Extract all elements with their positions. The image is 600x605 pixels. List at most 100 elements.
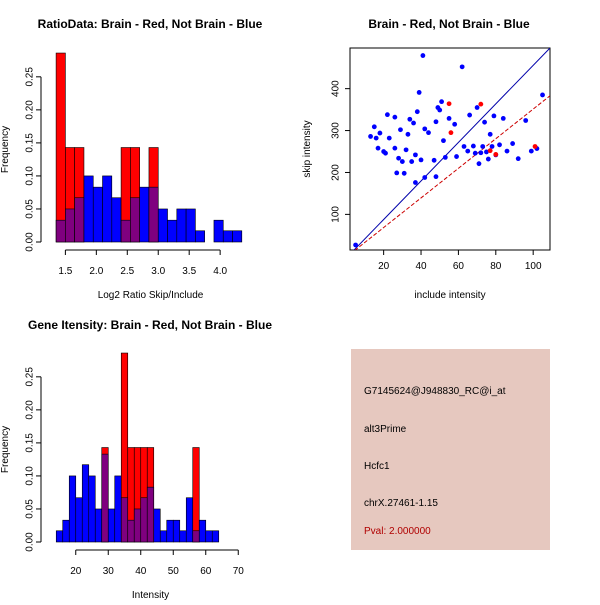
ratio-hist-xtick-label: 1.5 [58, 266, 72, 277]
intensity-scatter-notbrain-point [394, 170, 400, 176]
intensity-scatter-brain-point [487, 148, 493, 154]
ratio-hist-notbrain-bar [222, 230, 233, 243]
ratio-hist-title: RatioData: Brain - Red, Not Brain - Blue [38, 17, 263, 31]
intensity-scatter-plot-box [349, 47, 551, 251]
ratio-hist-xtick-label: 4.0 [213, 266, 227, 277]
ratio-hist-ytick-label: 0.15 [25, 133, 36, 153]
ratio-hist-ylabel: Frequency [0, 126, 11, 173]
intensity-scatter-notbrain-point [353, 242, 359, 248]
gene-hist-notbrain-bar [211, 530, 220, 543]
intensity-scatter-reference-line [354, 95, 550, 250]
intensity-scatter-notbrain-point [523, 118, 529, 123]
intensity-scatter-notbrain-point [411, 120, 416, 126]
ratio-hist-notbrain-bar [176, 208, 187, 243]
intensity-scatter-xtick-label: 60 [453, 261, 465, 272]
ratio-hist-overlap-bar [74, 197, 85, 243]
gene-hist-notbrain-bar [179, 530, 187, 543]
gene-hist-notbrain-bar [166, 519, 174, 543]
ratio-hist-notbrain-bar [92, 186, 103, 243]
intensity-scatter-notbrain-point [392, 114, 398, 120]
gene-hist-xtick-label: 30 [103, 566, 115, 577]
ratio-hist-overlap-bar [130, 197, 140, 243]
intensity-scatter-notbrain-point [373, 135, 379, 141]
intensity-scatter-notbrain-point [396, 155, 401, 161]
ratio-hist-ytick-label: 0.00 [25, 232, 36, 252]
intensity-scatter-notbrain-point [500, 116, 506, 121]
intensity-scatter-notbrain-point [452, 121, 458, 127]
gene-hist-brain-bar [192, 447, 200, 543]
gene-hist-ytick-label: 0.15 [25, 433, 36, 453]
ratio-hist-overlap-bar [55, 219, 66, 243]
ratio-hist-notbrain-bar [157, 208, 168, 243]
intensity-scatter-xtick-label: 20 [378, 261, 390, 272]
intensity-scatter-ytick-label: 100 [331, 206, 342, 223]
intensity-scatter-xlabel: include intensity [414, 290, 485, 301]
gene-hist-overlap-bar [127, 519, 135, 543]
intensity-scatter-brain-point [446, 101, 452, 107]
intensity-scatter-notbrain-point [407, 116, 413, 122]
ratio-hist-overlap-bar [65, 208, 75, 243]
intensity-scatter-notbrain-point [384, 112, 390, 118]
ratio-hist-ytick-label: 0.05 [25, 199, 36, 219]
gene-hist-notbrain-bar [81, 464, 90, 543]
intensity-scatter-notbrain-point [431, 157, 437, 163]
gene-hist-notbrain-bar [205, 530, 213, 543]
intensity-scatter-notbrain-point [487, 131, 493, 137]
ratio-hist-notbrain-bar [167, 219, 178, 243]
intensity-scatter-notbrain-point [375, 145, 381, 151]
intensity-scatter-notbrain-point [441, 138, 446, 144]
intensity-scatter-notbrain-point [504, 148, 510, 154]
ratio-hist-xtick-label: 3.5 [182, 266, 196, 277]
gene-hist-ytick-label: 0.20 [25, 400, 36, 420]
gene-hist-xlabel: Intensity [132, 590, 169, 600]
intensity-scatter-notbrain-point [461, 144, 467, 149]
gene-hist-notbrain-bar [94, 508, 103, 543]
intensity-scatter-brain-point [532, 144, 538, 149]
intensity-scatter-notbrain-point [491, 113, 497, 119]
gene-hist-ytick-label: 0.25 [25, 367, 36, 387]
intensity-scatter-xtick-label: 40 [415, 261, 427, 272]
intensity-scatter-notbrain-point [399, 159, 405, 164]
intensity-scatter-notbrain-point [418, 157, 424, 163]
ratio-hist-notbrain-bar [232, 230, 243, 243]
ratio-hist-overlap-bar [120, 219, 131, 243]
intensity-scatter-notbrain-point [454, 154, 459, 159]
ratio-hist-xtick-label: 2.5 [120, 266, 134, 277]
gene-hist-notbrain-bar [68, 475, 77, 543]
gene-hist-ylabel: Frequency [0, 426, 11, 473]
intensity-scatter-notbrain-point [416, 90, 422, 95]
intensity-scatter-brain-point [448, 130, 454, 136]
ratio-hist-brain-bar [55, 52, 66, 243]
intensity-scatter-notbrain-point [392, 145, 398, 151]
gene-hist-overlap-bar [192, 530, 200, 543]
intensity-scatter-notbrain-point [398, 127, 403, 133]
gene-hist-notbrain-bar [75, 497, 83, 543]
intensity-scatter-notbrain-point [422, 126, 428, 132]
ratio-hist-notbrain-bar [139, 186, 150, 243]
intensity-scatter-ytick-label: 200 [331, 164, 342, 181]
ratio-hist-notbrain-bar [111, 197, 122, 243]
intensity-scatter-notbrain-point [403, 147, 409, 153]
intensity-scatter-notbrain-point [476, 161, 482, 167]
gene-name-text: Hcfc1 [364, 461, 390, 472]
ratio-hist-xlabel: Log2 Ratio Skip/Include [98, 290, 204, 301]
ratio-hist-xtick-label: 3.0 [151, 266, 165, 277]
gene-hist-overlap-bar [133, 508, 142, 543]
gene-hist-xtick-label: 50 [168, 566, 180, 577]
gene-hist-xtick-label: 20 [70, 566, 82, 577]
intensity-scatter-notbrain-point [422, 175, 428, 180]
intensity-scatter-brain-point [493, 152, 499, 157]
ratio-hist-notbrain-bar [185, 208, 196, 243]
intensity-scatter-notbrain-point [465, 148, 471, 154]
intensity-scatter-notbrain-point [528, 148, 534, 154]
gene-hist-overlap-bar [146, 486, 155, 543]
gene-hist-notbrain-bar [198, 519, 207, 543]
intensity-scatter-notbrain-point [485, 156, 491, 162]
intensity-scatter-notbrain-point [433, 119, 439, 125]
ratio-hist-notbrain-bar [83, 175, 94, 243]
gene-hist-title: Gene Itensity: Brain - Red, Not Brain - … [28, 318, 272, 332]
probe-info-panel: G7145624@J948830_RC@i_at alt3Prime Hcfc1… [351, 349, 550, 550]
intensity-scatter-notbrain-point [482, 119, 487, 125]
intensity-scatter-notbrain-point [377, 130, 383, 136]
intensity-scatter-regression-line [353, 48, 550, 250]
